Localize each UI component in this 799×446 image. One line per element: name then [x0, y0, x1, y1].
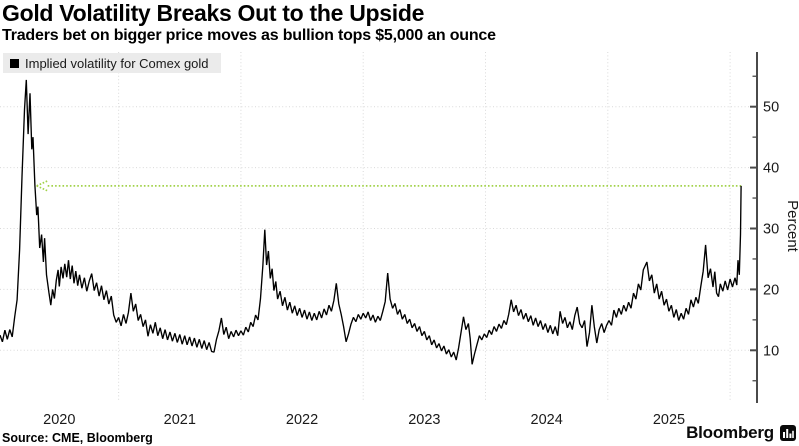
- xtick-label: 2024: [531, 412, 563, 428]
- ytick-label: 50: [763, 100, 779, 116]
- chart-legend: Implied volatility for Comex gold: [3, 53, 221, 73]
- ytick-label: 40: [763, 161, 779, 177]
- series-implied-volatility: [0, 79, 742, 365]
- bloomberg-wordmark: Bloomberg: [686, 423, 774, 442]
- ytick-label: 20: [763, 282, 779, 298]
- xtick-label: 2021: [164, 412, 196, 428]
- bloomberg-terminal-icon: [780, 425, 796, 441]
- ytick-label: 30: [763, 221, 779, 237]
- ytick-label: 10: [763, 343, 779, 359]
- xtick-label: 2025: [653, 412, 685, 428]
- annotation-arrowhead: [36, 179, 50, 187]
- xtick-label: 2020: [43, 412, 75, 428]
- page-title: Gold Volatility Breaks Out to the Upside: [2, 0, 425, 26]
- annotation-arrowhead: [36, 185, 50, 193]
- xtick-label: 2023: [408, 412, 440, 428]
- legend-swatch-icon: [10, 58, 19, 68]
- bloomberg-logo: Bloomberg: [686, 423, 796, 443]
- xtick-label: 2022: [286, 412, 318, 428]
- legend-label: Implied volatility for Comex gold: [25, 55, 209, 71]
- chart-subtitle: Traders bet on bigger price moves as bul…: [2, 27, 496, 44]
- source-note: Source: CME, Bloomberg: [2, 431, 153, 445]
- y-axis-title: Percent: [784, 200, 799, 253]
